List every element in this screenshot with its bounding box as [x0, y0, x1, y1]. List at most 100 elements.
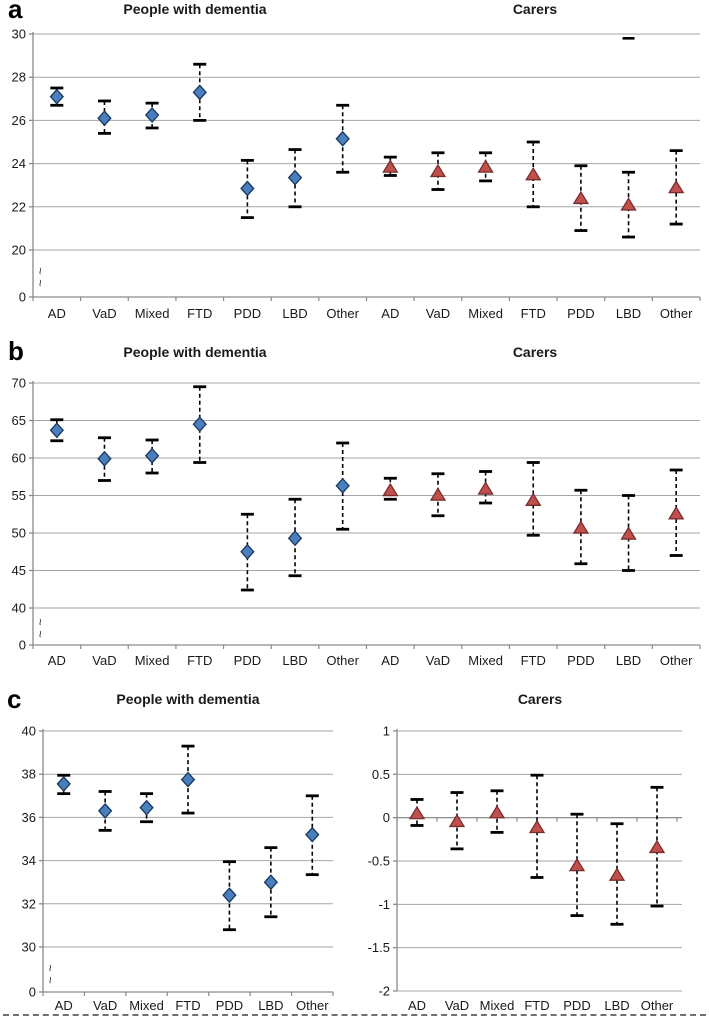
y-tick-label: 20 — [12, 243, 26, 258]
category-label: FTD — [524, 998, 549, 1013]
category-label: Other — [660, 653, 693, 668]
category-label: PDD — [567, 653, 594, 668]
marker-triangle-VaD — [448, 813, 466, 828]
panel-c-title-carers: Carers — [517, 691, 563, 707]
y-tick-label: 70 — [12, 376, 26, 391]
y-tick-label: 45 — [12, 563, 26, 578]
category-label: Mixed — [468, 653, 503, 668]
y-tick-label: -0.5 — [368, 854, 390, 869]
y-zero-label: 0 — [29, 985, 36, 1000]
category-label: FTD — [521, 653, 546, 668]
marker-diamond-AD — [49, 88, 64, 105]
y-tick-label: 40 — [12, 601, 26, 616]
axis-break-icon: ~ — [33, 267, 48, 275]
y-tick-label: 36 — [22, 810, 36, 825]
marker-triangle-VaD — [429, 163, 447, 178]
category-label: LBD — [258, 998, 283, 1013]
category-label: Other — [660, 306, 693, 321]
y-tick-label: 26 — [12, 113, 26, 128]
axis-break-icon: ~ — [33, 630, 48, 638]
marker-diamond-FTD — [192, 416, 207, 433]
category-label: PDD — [563, 998, 590, 1013]
marker-triangle-AD — [382, 159, 399, 173]
y-tick-label: 40 — [22, 724, 36, 739]
axis-break-icon: ~ — [33, 279, 48, 287]
panel-b-title-carers: Carers — [512, 344, 558, 360]
axis-break-icon: ~ — [43, 964, 58, 972]
marker-triangle-PDD — [572, 190, 590, 205]
category-label: AD — [48, 653, 66, 668]
marker-diamond-PDD — [240, 180, 255, 197]
category-label: Other — [296, 998, 329, 1013]
category-label: LBD — [282, 306, 307, 321]
panel-b-title-people-with-dementia: People with dementia — [123, 344, 267, 360]
y-tick-label: 32 — [22, 896, 36, 911]
y-tick-label: 22 — [12, 199, 26, 214]
axis-break-icon: ~ — [33, 618, 48, 626]
y-tick-label: 50 — [12, 526, 26, 541]
marker-diamond-Other — [305, 826, 320, 843]
y-tick-label: 28 — [12, 70, 26, 85]
marker-triangle-VaD — [429, 487, 447, 501]
category-label: FTD — [187, 653, 212, 668]
marker-triangle-AD — [382, 482, 399, 497]
panel-c-title-people-with-dementia: People with dementia — [116, 691, 260, 707]
y-tick-label: 30 — [12, 27, 26, 42]
category-label: Mixed — [480, 998, 515, 1013]
marker-triangle-LBD — [608, 867, 626, 881]
category-label: VaD — [93, 998, 117, 1013]
category-label: Other — [326, 306, 359, 321]
category-label: AD — [55, 998, 73, 1013]
category-label: PDD — [234, 306, 261, 321]
category-label: FTD — [521, 306, 546, 321]
figure-bottom-crop-edge — [3, 1014, 706, 1016]
category-label: VaD — [426, 653, 450, 668]
panel-b-chart: 70 65 60 55 50 45 40 0 ~ ~ AD VaD Mixed FTD PDD LBD Othe… — [12, 376, 701, 668]
category-label: AD — [381, 306, 399, 321]
marker-triangle-PDD — [568, 857, 586, 872]
marker-triangle-Mixed — [477, 159, 494, 173]
marker-triangle-AD — [408, 805, 426, 820]
marker-triangle-Mixed — [488, 805, 506, 819]
y-tick-label: 24 — [12, 156, 26, 171]
category-label: FTD — [175, 998, 200, 1013]
y-zero-label: 0 — [19, 290, 26, 305]
category-label: VaD — [92, 653, 116, 668]
marker-diamond-LBD — [263, 874, 279, 891]
category-label: Other — [326, 653, 359, 668]
axis-break-icon: ~ — [43, 976, 58, 984]
category-label: PDD — [216, 998, 243, 1013]
y-tick-label: 34 — [22, 853, 36, 868]
marker-triangle-Other — [648, 839, 666, 854]
y-zero-label: 0 — [19, 638, 26, 653]
panel-a-chart: 30 28 26 24 22 20 0 ~ ~ AD VaD Mixed FTD PDD LBD Other A… — [12, 27, 701, 321]
marker-diamond-Mixed — [139, 799, 154, 816]
marker-triangle-LBD — [620, 526, 637, 540]
marker-diamond-AD — [56, 775, 71, 792]
panel-c-letter: c — [7, 684, 22, 714]
marker-diamond-PDD — [222, 887, 237, 904]
marker-diamond-LBD — [287, 169, 303, 186]
y-tick-label: -2 — [378, 984, 390, 999]
marker-diamond-FTD — [180, 771, 196, 788]
marker-triangle-FTD — [525, 492, 542, 506]
category-label: Mixed — [468, 306, 503, 321]
category-label: AD — [48, 306, 66, 321]
y-tick-label: 38 — [22, 767, 36, 782]
category-label: FTD — [187, 306, 212, 321]
marker-diamond-Other — [335, 130, 350, 147]
category-label: Other — [641, 998, 674, 1013]
category-label: Mixed — [135, 306, 170, 321]
y-tick-label: 0.5 — [372, 767, 390, 782]
y-tick-label: 1 — [383, 724, 390, 739]
marker-triangle-Mixed — [477, 481, 494, 495]
y-tick-label: 55 — [12, 488, 26, 503]
marker-diamond-LBD — [287, 530, 303, 547]
marker-diamond-Mixed — [144, 447, 160, 464]
marker-triangle-Other — [668, 506, 685, 520]
y-tick-label: 0 — [383, 810, 390, 825]
marker-diamond-AD — [49, 422, 64, 439]
panel-c-chart: 40 38 36 34 32 30 0 ~ ~ AD VaD Mixed FTD PDD LBD Other 1… — [22, 724, 682, 1013]
y-tick-label: -1 — [378, 897, 390, 912]
